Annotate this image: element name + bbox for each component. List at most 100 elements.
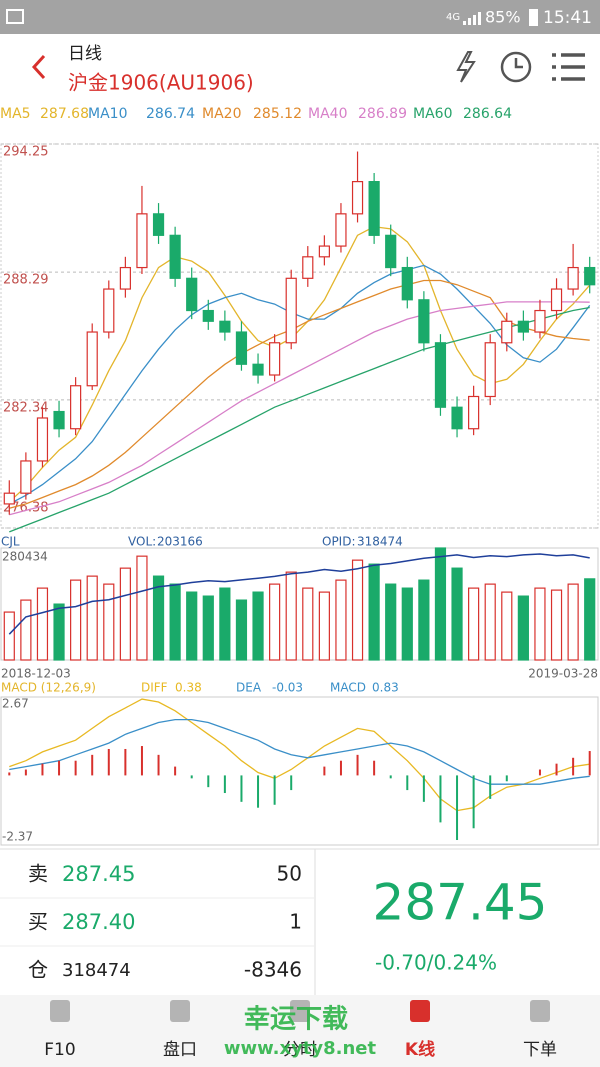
gallery-icon (6, 9, 24, 24)
legend-value: -0.03 (272, 681, 303, 695)
flash-icon[interactable] (456, 51, 476, 83)
battery-icon (529, 9, 538, 26)
watermark-title: 幸运下载 (244, 1005, 348, 1035)
legend-name: MA60 (413, 106, 452, 122)
nav-icon (290, 1000, 310, 1022)
candle-body (70, 385, 82, 430)
volume-bar (584, 578, 596, 661)
candle-body (302, 256, 314, 279)
volume-bar (351, 559, 364, 661)
candle-body (550, 288, 563, 312)
candle-body (468, 395, 480, 430)
macd-bar (472, 775, 475, 829)
volume-bar (567, 583, 579, 661)
back-button[interactable] (31, 54, 46, 80)
volume-bar (401, 587, 413, 661)
opid-line (8, 553, 590, 635)
quote-label: 卖 (28, 862, 48, 886)
legend-value: 285.12 (253, 106, 302, 122)
time: 15:41 (543, 8, 592, 28)
battery: 85% (485, 8, 521, 27)
nav-icon (170, 1000, 190, 1022)
plot-frame (0, 696, 599, 846)
macd-bar (273, 775, 276, 805)
quote-qty: 1 (289, 910, 302, 934)
candle-body (401, 266, 413, 301)
menu-icon[interactable] (552, 53, 585, 81)
nav-item[interactable]: 下单 (523, 1040, 557, 1060)
legend-name: MA40 (308, 106, 347, 122)
nav-item[interactable]: 盘口 (163, 1040, 197, 1060)
plot-frame (0, 547, 599, 661)
ma-line (9, 306, 590, 533)
candle-body (186, 277, 198, 312)
volume-bar (335, 579, 347, 661)
candle-body (20, 460, 32, 494)
volume-bar (152, 575, 165, 661)
network: 4G (446, 12, 460, 23)
contract-title: 沪金1906(AU1906) (68, 71, 254, 95)
quote-price: 287.45 (62, 862, 135, 886)
panel-title: CJL (1, 535, 20, 549)
volume-bar (20, 599, 32, 661)
ma-line (9, 264, 591, 505)
macd-bar (240, 775, 243, 802)
watermark-url: www.xyty8.net (224, 1038, 377, 1059)
macd-bar (373, 760, 376, 776)
macd-bar (290, 775, 293, 791)
candle-body (501, 320, 513, 344)
macd-bar (505, 775, 508, 782)
candle-body (418, 299, 430, 344)
candle-body (119, 266, 131, 290)
candle-body (385, 234, 397, 269)
macd-bar (389, 775, 392, 779)
macd-bar (8, 772, 11, 776)
candle-body (451, 406, 463, 430)
nav-icon (410, 1000, 430, 1022)
volume-bar (119, 567, 131, 661)
candle-body (252, 363, 264, 376)
macd-bar (24, 769, 27, 776)
nav-item[interactable]: F10 (44, 1040, 75, 1060)
macd-bar (41, 763, 44, 776)
ma-line (9, 301, 590, 516)
quote-price: 318474 (62, 960, 131, 981)
volume-bar (269, 583, 281, 661)
nav-item[interactable]: 分时 (283, 1040, 317, 1060)
volume-bar (36, 587, 49, 661)
volume-bar (368, 563, 380, 661)
clock-hands (514, 58, 523, 69)
candle-body (152, 213, 165, 236)
quote-qty: 50 (277, 862, 302, 886)
legend-value: 286.74 (146, 106, 195, 122)
macd-line (9, 718, 590, 785)
candle-body (434, 342, 447, 408)
clock-icon[interactable] (500, 51, 532, 83)
macd-bar (140, 746, 143, 776)
last-price: 287.45 (373, 874, 548, 932)
volume-bar (285, 571, 297, 661)
candle-body (36, 417, 49, 462)
macd-bar (339, 760, 342, 776)
candle-body (269, 342, 281, 376)
nav-item[interactable]: K线 (405, 1039, 435, 1060)
date-label: 2019-03-28 (528, 667, 598, 681)
y-tick-label: -2.37 (2, 830, 33, 844)
legend-name: MACD (330, 681, 366, 695)
legend-value: 287.68 (40, 106, 89, 122)
y-tick-label: 288.29 (3, 273, 49, 288)
macd-bar (74, 760, 77, 776)
legend-name: OPID: (322, 535, 356, 549)
volume-bar (3, 611, 15, 661)
macd-bar (406, 775, 409, 791)
macd-bar (58, 760, 61, 776)
status-bar (0, 0, 600, 34)
date-label: 2018-12-03 (1, 667, 71, 681)
legend-value: 0.38 (175, 681, 202, 695)
volume-bar (235, 599, 248, 661)
volume-bar (517, 595, 529, 661)
y-tick-label: 282.34 (3, 400, 49, 415)
volume-bar (252, 591, 264, 661)
macd-bar (323, 766, 326, 776)
